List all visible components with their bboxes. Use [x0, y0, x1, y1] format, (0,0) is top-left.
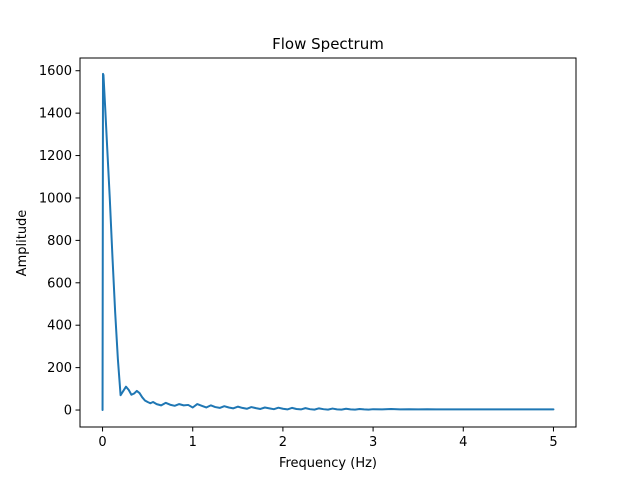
y-tick-label: 800: [47, 234, 72, 249]
series-line-0: [101, 72, 555, 412]
chart-title: Flow Spectrum: [272, 35, 384, 53]
y-tick-label: 1000: [39, 191, 72, 206]
y-tick-label: 1600: [39, 64, 72, 79]
y-tick-label: 200: [47, 361, 72, 376]
y-tick-label: 400: [47, 319, 72, 334]
y-tick-label: 600: [47, 276, 72, 291]
x-axis-label: Frequency (Hz): [279, 456, 377, 471]
x-axis-ticks: 0 1 2 3 4 5: [98, 427, 558, 450]
x-tick-label: 2: [279, 435, 287, 450]
x-tick-label: 5: [549, 435, 557, 450]
y-axis-ticks: 0 200 400 600 800 1000 1200 1400 1600: [39, 64, 80, 419]
y-tick-label: 1200: [39, 149, 72, 164]
x-tick-label: 4: [459, 435, 467, 450]
x-tick-label: 3: [369, 435, 377, 450]
plot-area: [101, 72, 555, 412]
y-tick-label: 0: [64, 404, 72, 419]
x-tick-label: 0: [98, 435, 106, 450]
y-axis-label: Amplitude: [15, 210, 30, 277]
axes-frame: [79, 57, 577, 428]
y-tick-label: 1400: [39, 107, 72, 122]
x-tick-label: 1: [189, 435, 197, 450]
